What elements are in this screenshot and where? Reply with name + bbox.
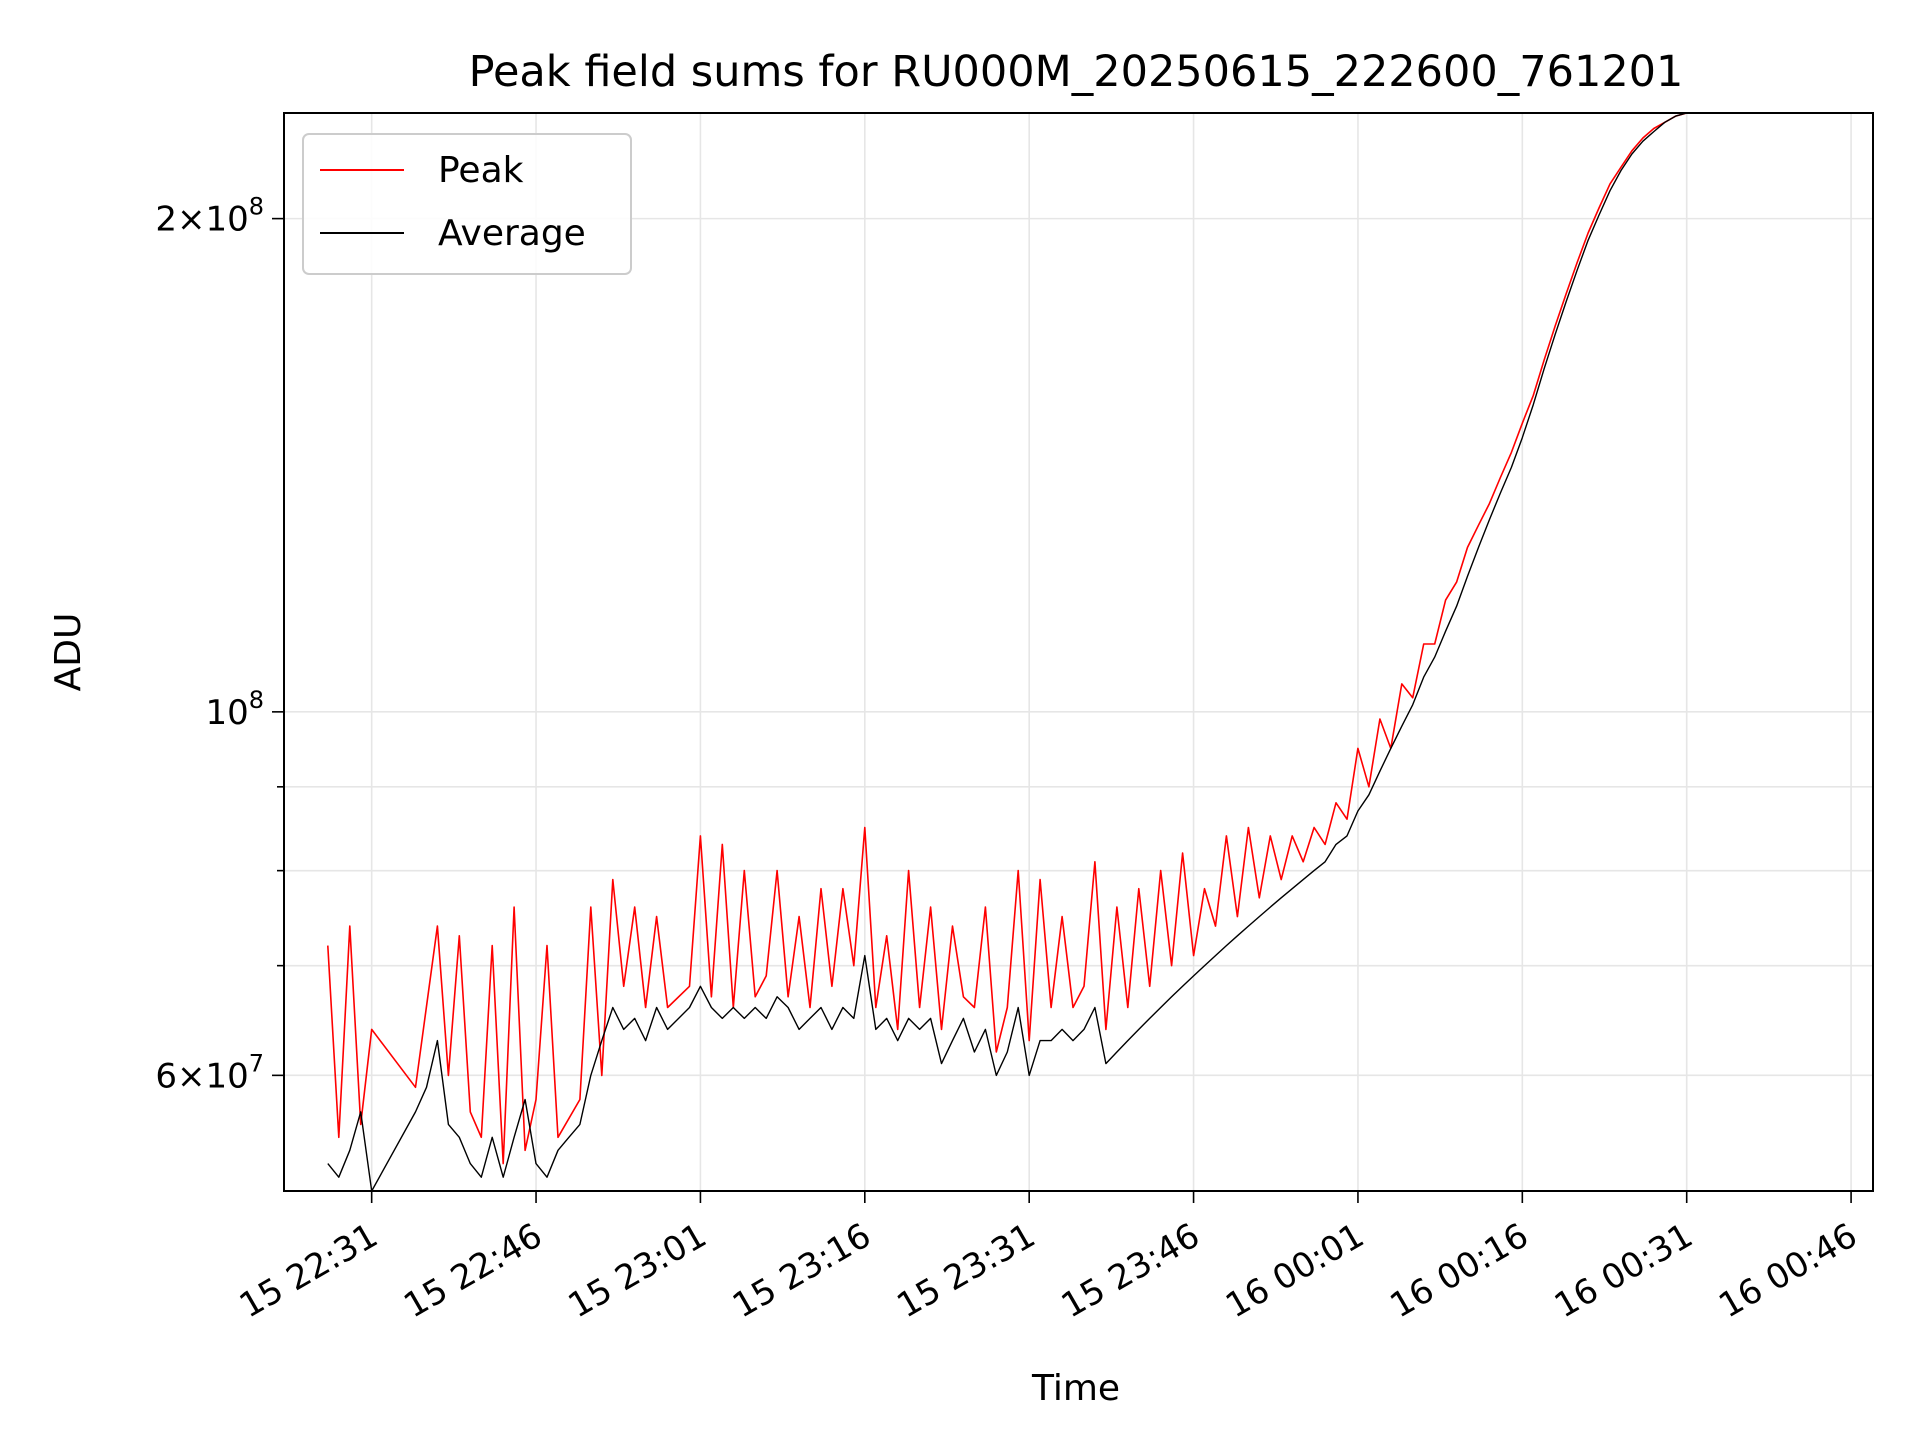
series-line-average xyxy=(327,112,1731,1192)
y-tick-label: 6×107 xyxy=(155,1049,264,1096)
plot-frame xyxy=(283,112,1874,1192)
y-tick-label: 108 xyxy=(205,686,264,733)
x-axis-label: Time xyxy=(1031,1368,1120,1409)
y-axis-label: ADU xyxy=(48,613,89,692)
series-lines xyxy=(327,112,1731,1192)
chart-title: Peak field sums for RU000M_20250615_2226… xyxy=(469,47,1684,97)
legend-label-average: Average xyxy=(438,213,586,254)
legend-label-peak: Peak xyxy=(438,150,524,191)
legend: Peak Average xyxy=(302,133,632,275)
y-tick-label: 2×108 xyxy=(155,193,264,240)
